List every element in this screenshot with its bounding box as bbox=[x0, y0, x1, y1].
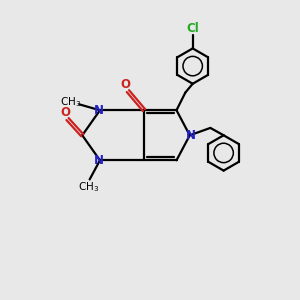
Text: N: N bbox=[94, 154, 103, 167]
Text: CH$_3$: CH$_3$ bbox=[61, 95, 82, 109]
Text: O: O bbox=[60, 106, 70, 119]
Text: Cl: Cl bbox=[186, 22, 199, 35]
Text: O: O bbox=[121, 78, 130, 91]
Text: N: N bbox=[94, 104, 103, 117]
Text: CH$_3$: CH$_3$ bbox=[78, 180, 99, 194]
Text: N: N bbox=[186, 129, 196, 142]
